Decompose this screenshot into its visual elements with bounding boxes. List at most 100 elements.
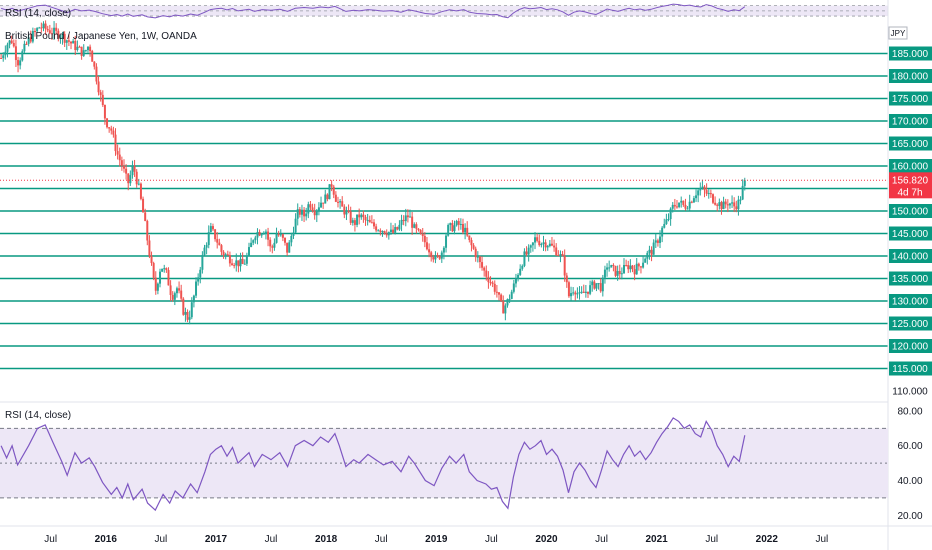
candle-body (442, 247, 445, 253)
candle-body (116, 151, 119, 155)
candle-body (741, 185, 744, 200)
rsi-tick-label: 40.00 (897, 476, 922, 487)
candle-body (682, 200, 685, 205)
time-tick-label: 2017 (205, 534, 228, 545)
rsi-tick-label: 20.00 (897, 511, 922, 522)
candle-body (269, 239, 272, 247)
candle-body (192, 295, 195, 303)
candle-body (97, 81, 100, 93)
candle-body (415, 224, 418, 229)
price-tick-label: 160.000 (892, 162, 929, 173)
candle-body (406, 215, 409, 218)
candle-body (521, 265, 524, 269)
candle-body (582, 291, 585, 293)
candle-body (12, 42, 15, 47)
candle-body (14, 46, 17, 61)
candle-body (637, 263, 640, 267)
candle-body (733, 202, 736, 207)
candle-body (387, 232, 390, 236)
candle-body (493, 283, 496, 292)
symbol-title[interactable]: British Pound / Japanese Yen, 1W, OANDA (5, 31, 197, 42)
candle-body (76, 46, 79, 50)
candle-body (455, 221, 458, 226)
candle-body (428, 249, 431, 253)
candle-body (148, 240, 151, 256)
candle-body (701, 186, 704, 188)
top-rsi-line (0, 3, 746, 19)
candle-body (245, 255, 248, 264)
price-pane[interactable] (0, 20, 888, 370)
candle-body (324, 194, 327, 204)
level-price-tag (889, 271, 932, 286)
candle-body (381, 231, 384, 233)
candle-body (74, 40, 77, 50)
candle-body (19, 60, 22, 66)
candle-body (722, 201, 725, 210)
candle-body (550, 243, 553, 246)
candle-body (351, 220, 354, 223)
candle-body (29, 37, 32, 42)
candle-body (404, 215, 407, 222)
top-rsi-label[interactable]: RSI (14, close) (5, 8, 71, 19)
candle-body (201, 254, 204, 270)
candle-body (525, 251, 528, 255)
currency-badge[interactable]: JPY (888, 26, 908, 40)
candle-body (711, 194, 714, 203)
candle-body (527, 247, 530, 255)
candle-body (6, 44, 9, 52)
candle-body (398, 224, 401, 230)
price-tick-label: 185.000 (892, 49, 929, 60)
candle-body (279, 234, 282, 236)
rsi-tick-label: 80.00 (897, 406, 922, 417)
price-tick-label: 150.000 (892, 207, 929, 218)
candle-body (485, 270, 488, 277)
candle-body (565, 275, 568, 283)
candle-body (707, 193, 710, 195)
candle-body (483, 267, 486, 271)
candle-body (292, 232, 295, 236)
candle-body (320, 202, 323, 208)
candle-body (534, 237, 537, 243)
candle-body (379, 230, 382, 232)
candle-body (586, 291, 589, 294)
candle-body (559, 254, 562, 256)
time-tick-label: 2020 (535, 534, 558, 545)
price-tick-label: 140.000 (892, 252, 929, 263)
candle-body (195, 281, 198, 296)
time-tick-label: Jul (485, 534, 498, 545)
candle-body (336, 201, 339, 203)
candle-body (112, 130, 115, 135)
horizontal-levels[interactable] (0, 52, 888, 370)
candle-body (578, 292, 581, 294)
candle-body (370, 222, 373, 224)
candle-body (171, 294, 174, 300)
price-tick-label: 125.000 (892, 319, 929, 330)
time-tick-label: Jul (375, 534, 388, 545)
candle-body (737, 199, 740, 210)
candle-body (603, 269, 606, 278)
candle-body (546, 246, 549, 248)
rsi-axis[interactable]: 80.00 60.00 40.00 20.00 (897, 406, 922, 521)
price-tick-label: 180.000 (892, 72, 929, 83)
candle-body (563, 256, 566, 276)
candle-body (23, 43, 26, 52)
price-axis[interactable]: 185.000 180.000 175.000 170.000 165.000 160.0… (889, 46, 932, 398)
level-price-tag (889, 339, 932, 353)
price-tick-label: 175.000 (892, 94, 929, 105)
candle-body (222, 251, 225, 256)
candle-body (4, 51, 7, 56)
currency-badge-label: JPY (891, 29, 906, 38)
candle-body (224, 254, 227, 256)
candle-body (91, 51, 94, 62)
time-axis[interactable]: Jul 2016 Jul 2017 Jul 2018 Jul 2019 Jul 2020 Jul 20… (44, 534, 828, 545)
candle-body (659, 236, 662, 243)
candle-body (72, 40, 75, 44)
candle-body (135, 171, 138, 185)
rsi-legend[interactable]: RSI (14, close) (5, 410, 71, 421)
candle-body (421, 233, 424, 236)
candle-body (46, 28, 49, 31)
rsi-pane[interactable] (0, 417, 888, 512)
candle-body (288, 242, 291, 253)
candle-body (150, 255, 153, 264)
